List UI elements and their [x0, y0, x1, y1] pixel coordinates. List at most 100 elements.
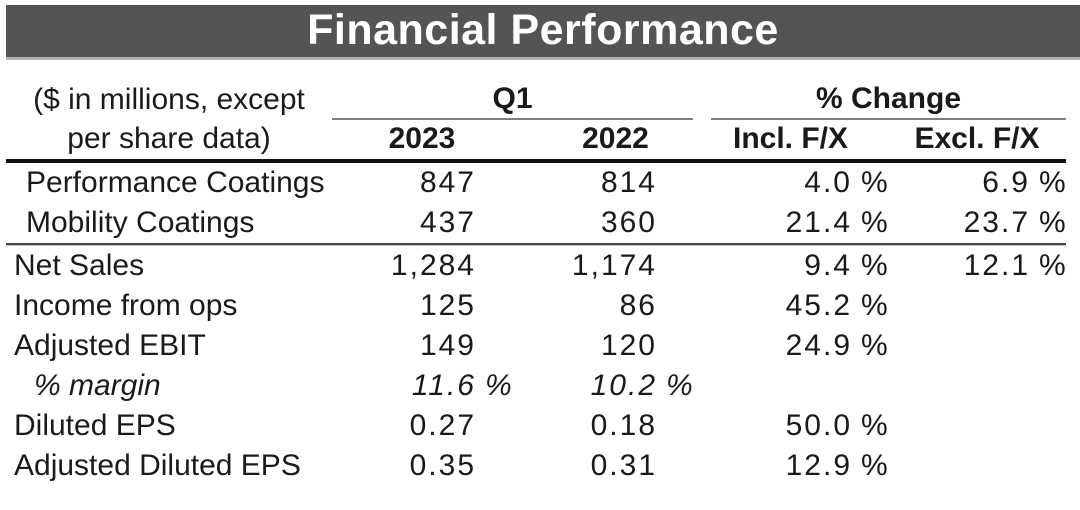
- section-divider: [6, 243, 1066, 245]
- cell-incl-fx: 50.0%: [693, 406, 888, 446]
- row-label: Net Sales: [14, 249, 145, 282]
- table-row: Net Sales 1,284 1,174 9.4% 12.1%: [6, 246, 1066, 286]
- cell-q1-2023: 0.27: [332, 406, 512, 446]
- cell-q1-2022: 86: [512, 286, 693, 326]
- section-divider-shadow: [6, 245, 1066, 246]
- table-row: Adjusted Diluted EPS 0.35 0.31 12.9%: [6, 446, 1066, 486]
- value: 437: [419, 206, 476, 239]
- cell-excl-fx: 12.1%: [888, 246, 1066, 286]
- value: 12.9: [785, 449, 852, 482]
- cell-q1-2022: 0.31: [512, 446, 693, 486]
- unit-note-line2: per share data): [67, 122, 271, 155]
- cell-incl-fx: 12.9%: [693, 446, 888, 486]
- value: 149: [419, 329, 476, 362]
- cell-incl-fx: 24.9%: [693, 326, 888, 366]
- row-label: Diluted EPS: [14, 409, 176, 442]
- table-row: Income from ops 125 86 45.2%: [6, 286, 1066, 326]
- cell-incl-fx: 45.2%: [693, 286, 888, 326]
- column-header-2022: 2022: [512, 119, 693, 159]
- column-header-2022-label: 2022: [582, 122, 649, 155]
- value: 1,284: [390, 249, 476, 282]
- cell-incl-fx: 9.4%: [693, 246, 888, 286]
- value: 11.6: [411, 369, 476, 402]
- cell-q1-2022: 1,174: [512, 246, 693, 286]
- cell-incl-fx: 21.4%: [693, 203, 888, 243]
- value: 847: [419, 166, 476, 199]
- cell-incl-fx: [693, 366, 888, 406]
- cell-excl-fx: 23.7%: [888, 203, 1066, 243]
- value: 21.4: [785, 206, 852, 239]
- percent-suffix: %: [861, 166, 888, 199]
- cell-excl-fx: [888, 366, 1066, 406]
- table-group-header-row: ($ in millions, except Q1 % Change: [6, 79, 1066, 120]
- percent-suffix: %: [485, 369, 512, 402]
- row-label: % margin: [34, 369, 161, 402]
- percent-suffix: %: [861, 329, 888, 362]
- financial-performance-table: ($ in millions, except Q1 % Change per s…: [6, 80, 1066, 486]
- percent-suffix: %: [666, 369, 693, 402]
- column-header-2023: 2023: [388, 122, 456, 155]
- table-row: % margin 11.6% 10.2%: [6, 366, 1066, 406]
- unit-note-line1: ($ in millions, except: [33, 82, 305, 116]
- value: 50.0: [785, 409, 852, 442]
- title-bar: Financial Performance: [6, 5, 1080, 60]
- cell-q1-2023: 1,284: [332, 246, 512, 286]
- value: 0.31: [590, 449, 657, 482]
- value: 1,174: [571, 249, 657, 282]
- cell-excl-fx: [888, 326, 1066, 366]
- cell-q1-2022: 0.18: [512, 406, 693, 446]
- cell-q1-2022: 814: [512, 163, 693, 203]
- cell-excl-fx: 6.9%: [888, 163, 1066, 203]
- column-group-pct-change: % Change: [693, 79, 1066, 120]
- value: 120: [600, 329, 657, 362]
- cell-q1-2023: 847: [332, 163, 512, 203]
- cell-q1-2023: 0.35: [332, 446, 512, 486]
- page-title: Financial Performance: [307, 5, 779, 54]
- value: 0.18: [590, 409, 657, 442]
- value: 45.2: [785, 289, 852, 322]
- value: 360: [600, 206, 657, 239]
- column-header-excl-fx: Excl. F/X: [914, 122, 1040, 155]
- cell-q1-2022: 10.2%: [512, 366, 693, 406]
- column-group-pct-change-label: % Change: [711, 79, 1066, 120]
- value: 125: [419, 289, 476, 322]
- value: 814: [600, 166, 657, 199]
- percent-suffix: %: [861, 409, 888, 442]
- cell-q1-2023: 149: [332, 326, 512, 366]
- row-label: Adjusted Diluted EPS: [14, 449, 301, 482]
- column-group-q1-label: Q1: [332, 79, 693, 120]
- value: 6.9: [982, 166, 1030, 199]
- row-label: Mobility Coatings: [26, 206, 255, 239]
- cell-q1-2023: 11.6%: [332, 366, 512, 406]
- value: 86: [619, 289, 657, 322]
- percent-suffix: %: [861, 206, 888, 239]
- row-label: Income from ops: [14, 289, 238, 322]
- row-label: Performance Coatings: [26, 166, 325, 199]
- value: 0.35: [409, 449, 476, 482]
- value: 9.4: [804, 249, 852, 282]
- value: 4.0: [804, 166, 852, 199]
- table-row: Performance Coatings 847 814 4.0% 6.9%: [6, 163, 1066, 203]
- header-rule: [6, 159, 1066, 163]
- cell-q1-2022: 120: [512, 326, 693, 366]
- cell-incl-fx: 4.0%: [693, 163, 888, 203]
- percent-suffix: %: [1039, 206, 1066, 239]
- value: 0.27: [409, 409, 476, 442]
- table-row: Mobility Coatings 437 360 21.4% 23.7%: [6, 203, 1066, 243]
- table-row: Diluted EPS 0.27 0.18 50.0%: [6, 406, 1066, 446]
- cell-excl-fx: [888, 286, 1066, 326]
- value: 23.7: [963, 206, 1030, 239]
- column-group-q1: Q1: [332, 79, 693, 120]
- percent-suffix: %: [861, 249, 888, 282]
- value: 10.2: [590, 369, 657, 402]
- table-row: Adjusted EBIT 149 120 24.9%: [6, 326, 1066, 366]
- cell-excl-fx: [888, 446, 1066, 486]
- cell-q1-2022: 360: [512, 203, 693, 243]
- percent-suffix: %: [1039, 249, 1066, 282]
- cell-q1-2023: 125: [332, 286, 512, 326]
- percent-suffix: %: [1039, 166, 1066, 199]
- percent-suffix: %: [861, 449, 888, 482]
- value: 24.9: [785, 329, 852, 362]
- column-header-incl-fx: Incl. F/X: [732, 122, 849, 155]
